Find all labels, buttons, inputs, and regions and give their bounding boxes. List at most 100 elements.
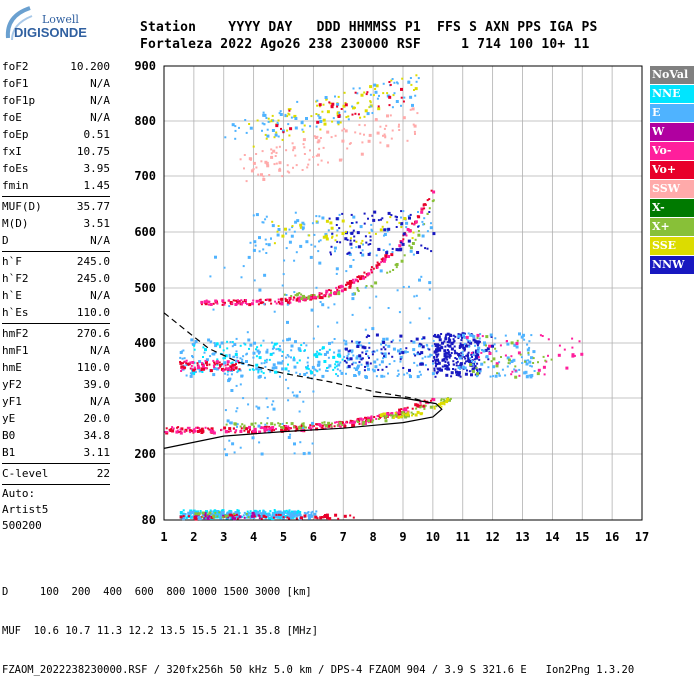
scatter-point-vo- (376, 266, 379, 269)
scatter-point-nnw (353, 235, 356, 238)
scatter-point-ssw (308, 158, 311, 161)
scatter-point-nne (268, 516, 272, 520)
scatter-point-e (353, 367, 356, 370)
scatter-point-e (262, 511, 266, 515)
scatter-point-nnw (338, 227, 341, 230)
scatter-point-vo- (359, 278, 362, 281)
scatter-point-e (271, 515, 274, 518)
scatter-point-e (533, 350, 536, 353)
scatter-point-nnw (476, 353, 480, 357)
scatter-point-vo- (342, 423, 345, 426)
scatter-point-x- (357, 290, 360, 292)
scatter-point-nne (248, 347, 250, 350)
scatter-point-vo- (357, 280, 359, 283)
scatter-point-nnw (436, 358, 439, 362)
scatter-point-e (420, 275, 423, 278)
scatter-point-vo- (253, 515, 256, 518)
scatter-point-e (219, 516, 223, 520)
scatter-point-vo- (234, 366, 238, 370)
scatter-point-x- (440, 399, 443, 402)
scatter-point-vo- (264, 430, 267, 433)
scatter-point-sse (276, 230, 279, 233)
scatter-point-nnw (350, 222, 353, 224)
scatter-point-nne (192, 370, 196, 374)
scatter-point-e (318, 215, 321, 218)
scatter-point-x- (476, 372, 479, 376)
scatter-point-sse (361, 239, 364, 242)
y-tick-label: 900 (134, 59, 156, 73)
scatter-point-e (395, 100, 399, 103)
scatter-point-vo- (367, 272, 371, 276)
scatter-point-x- (341, 424, 344, 426)
scatter-point-ssw (307, 163, 310, 166)
scatter-point-e (262, 221, 265, 224)
scatter-point-vo- (335, 421, 338, 424)
scatter-point-e (192, 515, 195, 518)
scatter-point-e (238, 126, 240, 129)
scatter-point-e (280, 511, 283, 514)
scatter-point-e (396, 289, 399, 292)
scatter-point-vo- (377, 105, 380, 108)
scatter-point-nnw (358, 354, 362, 358)
scatter-point-sse (390, 79, 393, 82)
scatter-point-x- (307, 295, 310, 298)
scatter-point-sse (271, 114, 274, 117)
scatter-point-e (262, 339, 265, 342)
scatter-point-e (283, 259, 286, 262)
scatter-point-x- (323, 423, 326, 426)
scatter-point-e (272, 407, 276, 411)
scatter-point-vo- (465, 335, 469, 339)
scatter-point-nne (299, 350, 302, 352)
scatter-point-e (265, 350, 269, 354)
scatter-point-nnw (328, 217, 331, 220)
scatter-point-vo- (311, 297, 314, 300)
scatter-point-e (376, 349, 379, 352)
scatter-point-nne (320, 353, 323, 356)
scatter-point-nnw (414, 354, 417, 357)
scatter-point-vo- (292, 298, 295, 301)
footer-file-info: FZAOM_2022238230000.RSF / 320fx256h 50 k… (2, 664, 635, 676)
scatter-point-e (388, 363, 391, 365)
scatter-point-x- (395, 263, 399, 266)
params-group-3: h`F 245.0 h`F2 245.0 h`E N/A h`Es 110.0 (2, 253, 110, 321)
scatter-point-sse (405, 413, 407, 416)
scatter-point-e (293, 365, 297, 369)
scatter-point-ssw (243, 154, 246, 156)
scatter-point-sse (414, 87, 418, 91)
scatter-point-e (328, 341, 331, 345)
scatter-point-nnw (351, 340, 353, 343)
scatter-point-nnw (436, 371, 439, 374)
scatter-point-sse (445, 400, 449, 404)
scatter-point-nnw (444, 367, 447, 370)
scatter-point-vo- (336, 288, 339, 291)
scatter-point-sse (372, 94, 375, 97)
scatter-point-e (376, 358, 379, 361)
scatter-point-sse (416, 410, 420, 414)
scatter-point-x- (278, 424, 281, 427)
scatter-point-e (258, 250, 261, 253)
scatter-point-vo- (289, 427, 292, 430)
scatter-point-nne (226, 347, 229, 350)
scatter-point-nne (202, 356, 204, 358)
scatter-point-e (467, 332, 470, 335)
scatter-point-nnw (345, 361, 348, 364)
scatter-point-nnw (415, 337, 419, 341)
scatter-point-e (266, 406, 269, 409)
scatter-point-vo- (343, 287, 347, 291)
scatter-point-e (338, 111, 341, 114)
scatter-point-ssw (312, 156, 315, 158)
scatter-point-sse (319, 128, 322, 131)
param-row: hmE 110.0 (2, 359, 110, 376)
scatter-point-vo- (388, 104, 391, 107)
scatter-point-nnw (383, 355, 385, 358)
scatter-point-x- (443, 400, 446, 402)
scatter-point-x- (394, 263, 397, 266)
scatter-point-nnw (456, 352, 458, 355)
scatter-point-nne (296, 361, 299, 364)
scatter-point-vo- (311, 425, 314, 428)
scatter-point-e (239, 383, 242, 386)
scatter-point-e (290, 344, 294, 348)
scatter-point-nne (334, 366, 336, 369)
scatter-point-e (212, 352, 216, 356)
scatter-point-vo- (289, 301, 292, 304)
